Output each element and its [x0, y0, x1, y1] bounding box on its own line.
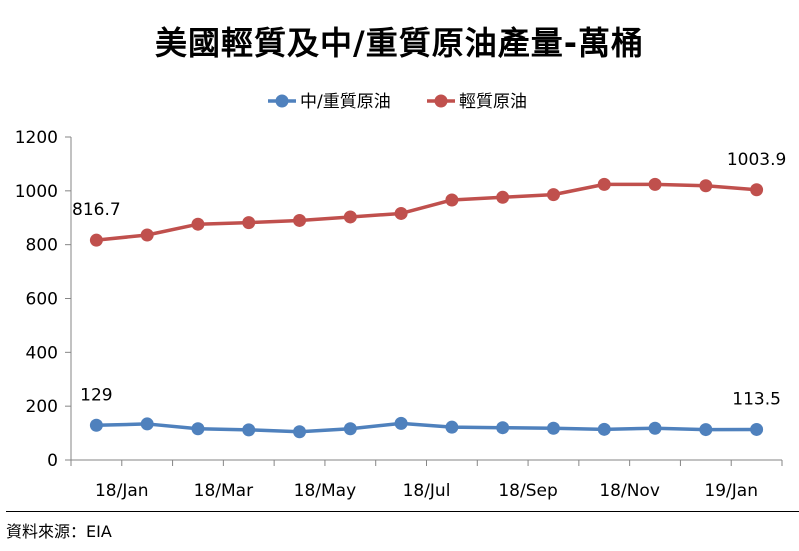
chart-title: 美國輕質及中/重質原油產量-萬桶 — [155, 24, 644, 62]
x-tick-label: 18/May — [294, 481, 357, 501]
data-point — [496, 190, 510, 204]
y-tick-label: 0 — [47, 451, 58, 471]
x-tick-label: 18/Jan — [95, 481, 149, 501]
data-point — [445, 420, 459, 434]
y-tick-label: 600 — [26, 290, 58, 310]
data-point — [343, 210, 357, 224]
data-point — [699, 423, 713, 437]
x-tick-label: 18/Sep — [498, 481, 557, 501]
x-tick-label: 18/Nov — [599, 481, 660, 501]
source-text: 資料來源：EIA — [6, 522, 112, 541]
series-line — [96, 421, 757, 434]
source-divider — [6, 511, 799, 512]
y-tick-label: 800 — [26, 236, 58, 256]
data-point — [242, 423, 256, 437]
data-point — [394, 206, 408, 220]
data-point — [699, 179, 713, 193]
data-point — [140, 417, 154, 431]
data-label: 816.7 — [72, 200, 121, 220]
data-point — [343, 422, 357, 436]
legend-swatch-marker — [434, 94, 448, 108]
data-point — [293, 213, 307, 227]
legend-label: 中/重質原油 — [300, 92, 391, 112]
x-tick-label: 19/Jan — [704, 481, 758, 501]
data-point — [293, 425, 307, 439]
data-point — [648, 177, 662, 191]
data-point — [191, 422, 205, 436]
data-point — [750, 183, 764, 197]
data-point — [89, 233, 103, 247]
data-point — [546, 421, 560, 435]
data-point — [648, 421, 662, 435]
data-point — [191, 217, 205, 231]
data-point — [242, 216, 256, 230]
x-tick-label: 18/Mar — [194, 481, 253, 501]
data-point — [394, 416, 408, 430]
data-label: 113.5 — [732, 389, 781, 409]
axes: 0 200 400 600 800 1000 1200 18/Jan 18/Mar 18/May 1… — [15, 128, 783, 501]
y-tick-label: 200 — [26, 397, 58, 417]
data-point — [546, 188, 560, 202]
data-label: 1003.9 — [727, 150, 786, 170]
series-layer: 129 113.5 816.7 1003.9 — [72, 150, 786, 439]
series-1: 816.7 1003.9 — [72, 150, 786, 247]
data-point — [89, 418, 103, 432]
series-0: 129 113.5 — [80, 385, 781, 439]
series-line — [96, 182, 757, 242]
data-point — [597, 177, 611, 191]
data-point — [496, 421, 510, 435]
legend: 中/重質原油 輕質原油 — [268, 92, 527, 112]
data-point — [445, 193, 459, 207]
legend-swatch-marker — [275, 94, 289, 108]
data-point — [140, 228, 154, 242]
data-label: 129 — [80, 385, 112, 405]
data-point — [750, 422, 764, 436]
x-tick-label: 18/Jul — [403, 481, 451, 501]
legend-label: 輕質原油 — [459, 92, 527, 112]
data-point — [597, 422, 611, 436]
y-tick-label: 1000 — [15, 182, 58, 202]
y-tick-label: 400 — [26, 343, 58, 363]
y-tick-label: 1200 — [15, 128, 58, 148]
